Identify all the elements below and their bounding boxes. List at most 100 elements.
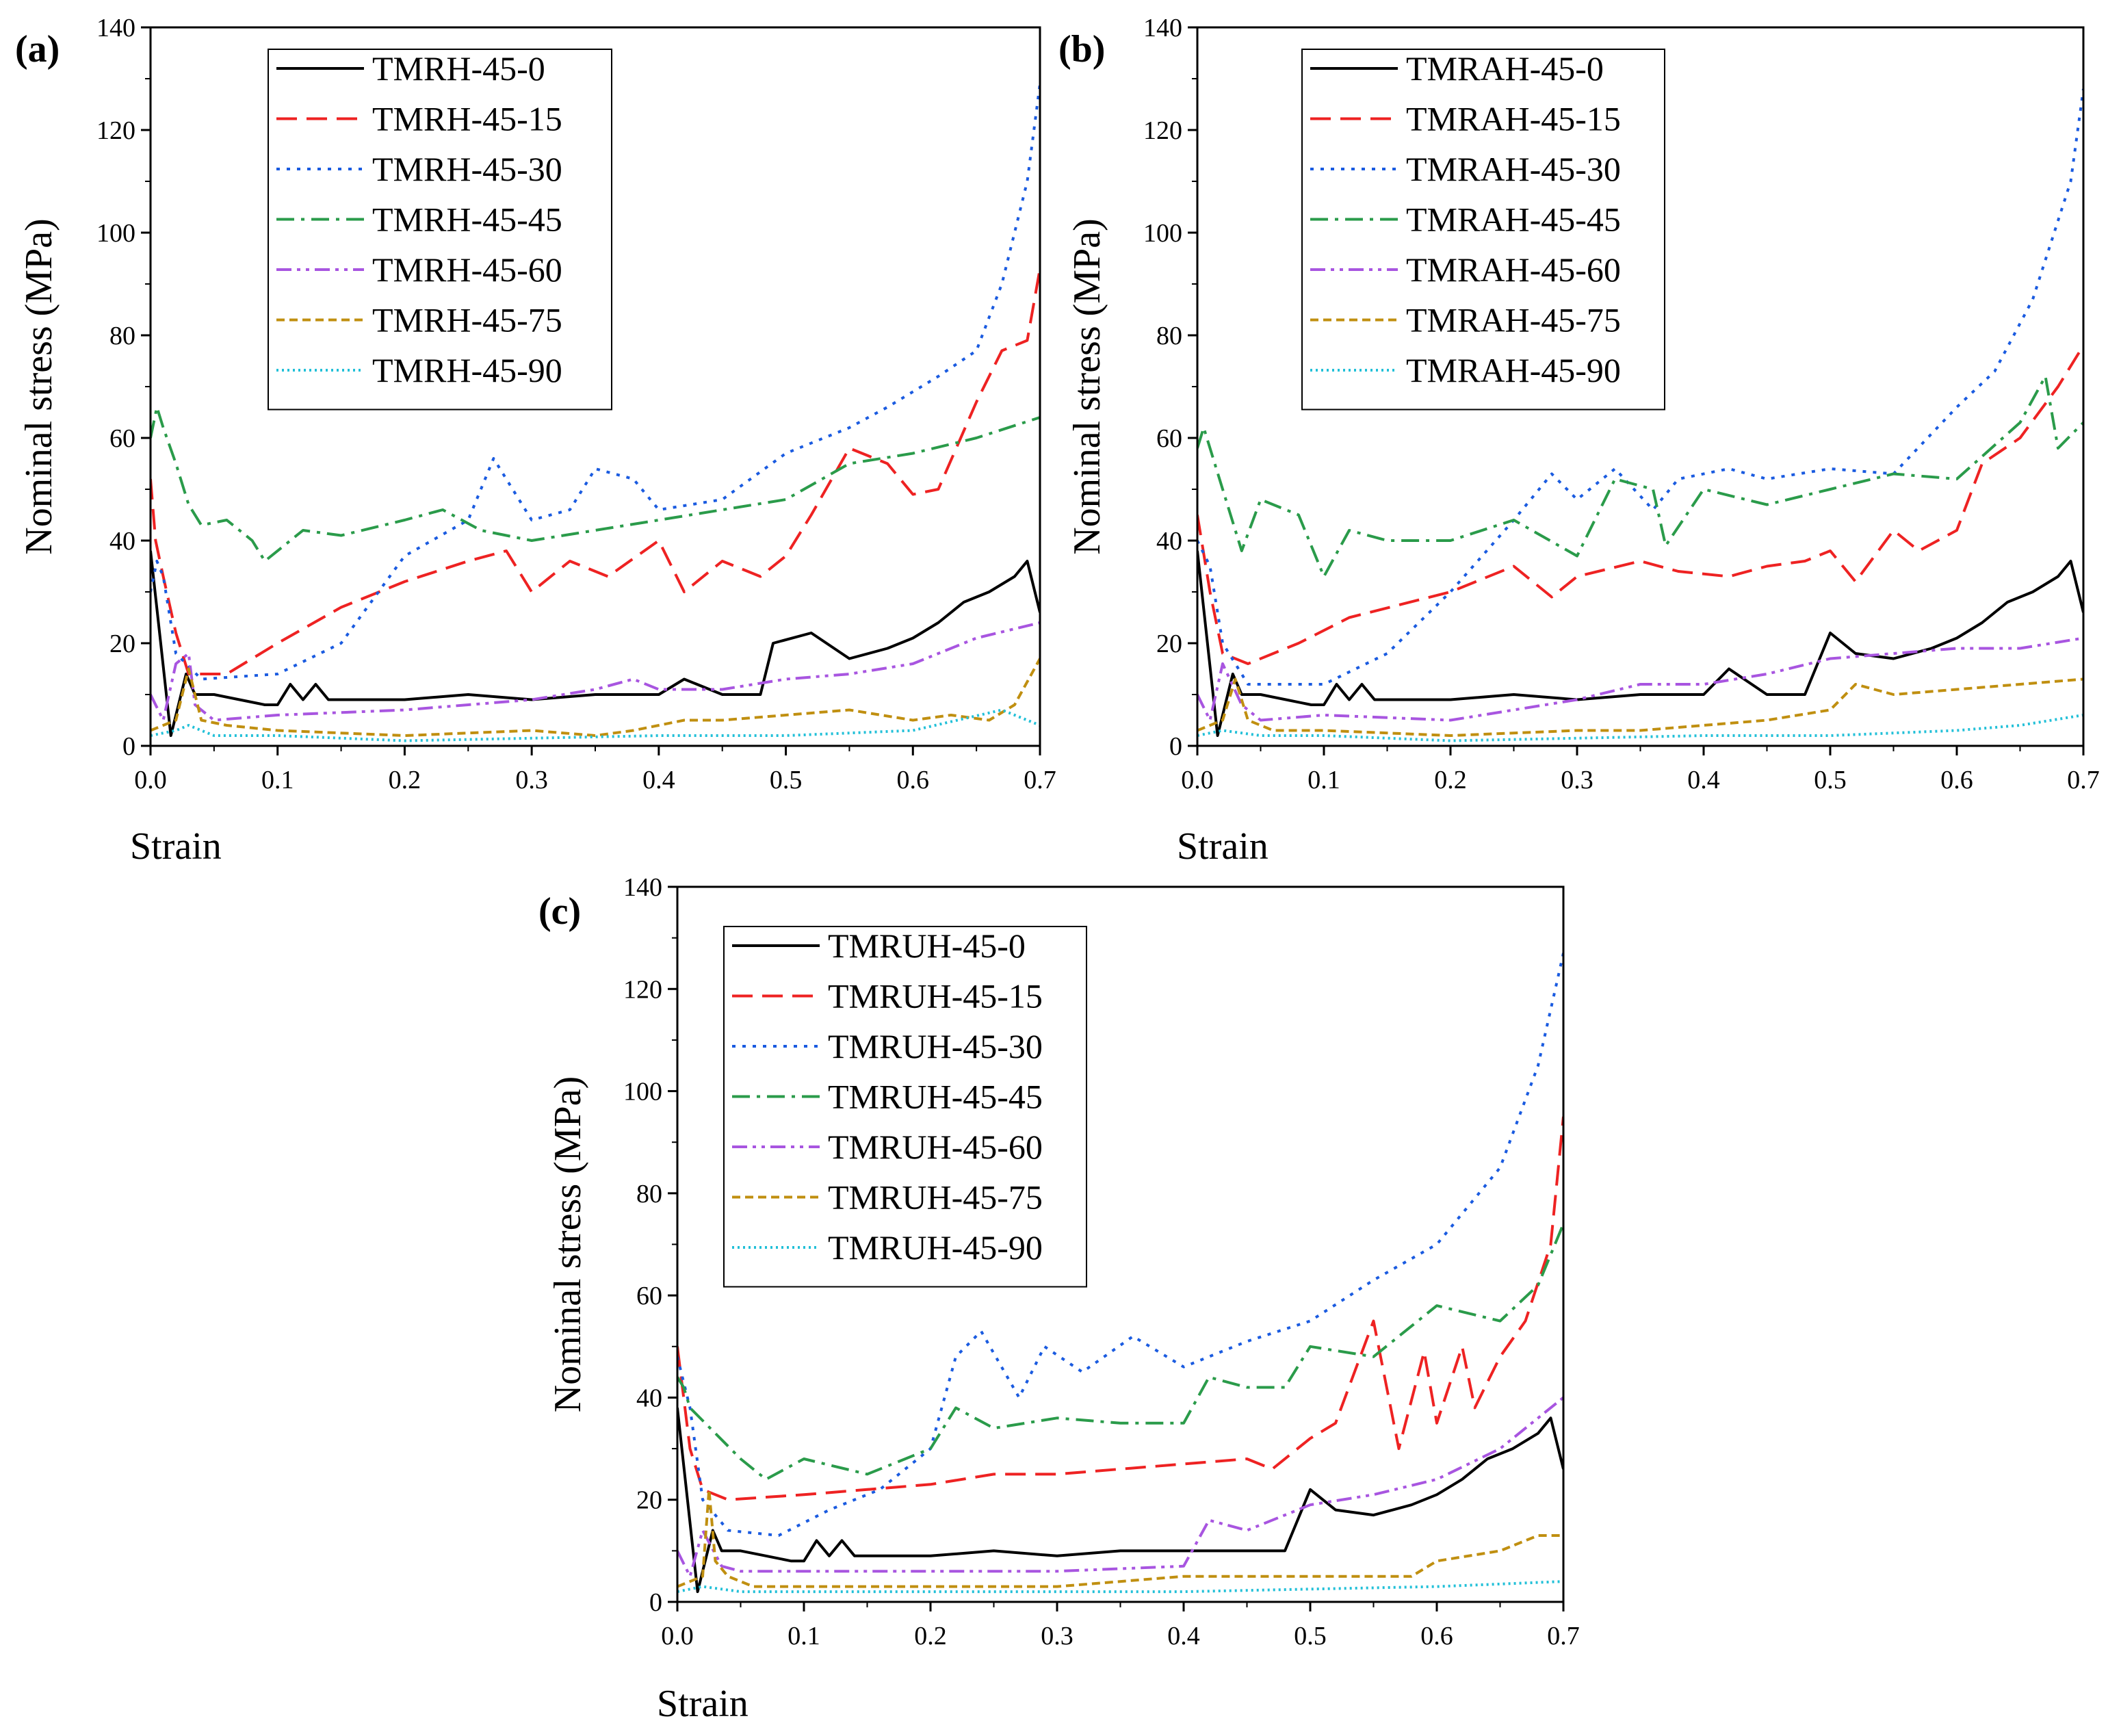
panel-a: 0.0 0.1 0.2 0.3 0.4 0.5 0.6 0.7 0 20 40 60 80 100 120 1…: [15, 14, 1056, 868]
x-tick-label: 0.2: [914, 1622, 947, 1650]
x-tick-label: 0.4: [1167, 1622, 1200, 1650]
series-line-TMRH-45-0: [151, 550, 1040, 737]
x-tick-label: 0.5: [1294, 1622, 1327, 1650]
legend-entry: TMRUH-45-30: [828, 1027, 1043, 1065]
legend-entry: TMRAH-45-90: [1406, 351, 1621, 389]
x-tick-label: 0.3: [1561, 766, 1593, 794]
x-tick-label: 0.1: [1307, 766, 1340, 794]
series-line-TMRH-45-45: [151, 406, 1040, 562]
legend-entry: TMRAH-45-0: [1406, 49, 1604, 88]
x-tick-label: 0.4: [1687, 766, 1720, 794]
series-line-TMRAH-45-45: [1197, 375, 2083, 578]
series-line-TMRUH-45-60: [677, 1396, 1563, 1578]
legend-entry: TMRAH-45-45: [1406, 200, 1621, 239]
legend-entry: TMRUH-45-0: [828, 927, 1026, 965]
x-tick-label: 0.6: [897, 766, 930, 794]
y-tick-label: 80: [109, 322, 135, 350]
x-tick-label: 0.5: [770, 766, 803, 794]
y-tick-label: 120: [1143, 116, 1182, 145]
legend-box: [723, 926, 1087, 1288]
x-axis-label: Strain: [1177, 825, 1268, 868]
y-tick-label: 100: [1143, 219, 1182, 248]
legend-entry: TMRH-45-15: [372, 100, 562, 138]
series-line-TMRAH-45-60: [1197, 636, 2083, 722]
legend-entry: TMRAH-45-15: [1406, 100, 1621, 138]
legend-entry: TMRH-45-0: [372, 49, 545, 88]
plot-area: [677, 953, 1563, 1594]
y-tick-label: 60: [636, 1282, 662, 1310]
y-axis-label: Nominal stress (MPa): [18, 218, 60, 555]
plot-area: [151, 83, 1040, 742]
legend-entry: TMRAH-45-60: [1406, 250, 1621, 289]
y-tick-label: 120: [623, 975, 662, 1004]
y-tick-label: 100: [623, 1078, 662, 1106]
series-line-TMRUH-45-30: [677, 953, 1563, 1537]
legend-entry: TMRUH-45-15: [828, 977, 1043, 1015]
y-tick-label: 0: [122, 732, 135, 761]
series-line-TMRUH-45-75: [677, 1488, 1563, 1588]
series-line-TMRAH-45-90: [1197, 714, 2083, 742]
legend: TMRAH-45-0 TMRAH-45-15 TMRAH-45-30 TMRAH-45…: [1301, 49, 1665, 411]
x-tick-label: 0.7: [1024, 766, 1056, 794]
series-line-TMRH-45-75: [151, 658, 1040, 737]
plot-area: [1197, 88, 2083, 742]
x-tick-label: 0.1: [261, 766, 294, 794]
x-tick-label: 0.2: [1434, 766, 1467, 794]
x-tick-label: 0.5: [1814, 766, 1847, 794]
panel-label: (a): [15, 28, 60, 70]
series-line-TMRAH-45-75: [1197, 677, 2083, 737]
legend-entry: TMRUH-45-90: [828, 1228, 1043, 1267]
legend-entry: TMRH-45-60: [372, 250, 562, 289]
legend-box: [1301, 49, 1665, 411]
series-line-TMRAH-45-30: [1197, 88, 2083, 686]
x-tick-label: 0.0: [661, 1622, 694, 1650]
series-line-TMRH-45-30: [151, 83, 1040, 681]
series-line-TMRH-45-15: [151, 268, 1040, 675]
y-tick-label: 60: [109, 424, 135, 453]
legend-entry: TMRH-45-75: [372, 301, 562, 339]
legend-entry: TMRH-45-90: [372, 351, 562, 389]
legend-entry: TMRUH-45-60: [828, 1128, 1043, 1166]
legend-entry: TMRAH-45-30: [1406, 150, 1621, 188]
x-tick-label: 0.3: [515, 766, 548, 794]
y-tick-label: 140: [96, 14, 135, 42]
legend-entry: TMRUH-45-45: [828, 1078, 1043, 1116]
y-tick-label: 20: [109, 630, 135, 658]
legend-box: [268, 49, 612, 411]
legend-entry: TMRH-45-45: [372, 200, 562, 239]
legend-entry: TMRUH-45-75: [828, 1178, 1043, 1217]
panel-label: (b): [1058, 28, 1105, 70]
y-tick-label: 20: [1156, 630, 1182, 658]
y-tick-label: 140: [623, 873, 662, 902]
legend: TMRH-45-0 TMRH-45-15 TMRH-45-30 TMRH-45-45 T…: [268, 49, 612, 411]
y-tick-label: 140: [1143, 14, 1182, 42]
series-line-TMRUH-45-15: [677, 1116, 1563, 1501]
x-tick-label: 0.6: [1420, 1622, 1453, 1650]
series-line-TMRH-45-60: [151, 621, 1040, 722]
y-axis-label: Nominal stress (MPa): [547, 1076, 589, 1413]
x-axis-label: Strain: [130, 825, 222, 868]
x-tick-label: 0.0: [134, 766, 167, 794]
x-tick-label: 0.7: [1547, 1622, 1580, 1650]
y-tick-label: 20: [636, 1486, 662, 1515]
series-line-TMRUH-45-0: [677, 1408, 1563, 1594]
panel-c: 0.0 0.1 0.2 0.3 0.4 0.5 0.6 0.7 0 20 40 60 80 100 120 1…: [538, 873, 1580, 1725]
y-tick-label: 80: [1156, 322, 1182, 350]
x-tick-label: 0.7: [2067, 766, 2100, 794]
y-tick-label: 100: [96, 219, 135, 248]
legend-entry: TMRAH-45-75: [1406, 301, 1621, 339]
x-tick-label: 0.4: [642, 766, 675, 794]
y-tick-label: 0: [649, 1588, 662, 1617]
y-tick-label: 40: [1156, 527, 1182, 556]
panel-label: (c): [538, 890, 581, 933]
y-tick-label: 0: [1169, 732, 1182, 761]
legend: TMRUH-45-0 TMRUH-45-15 TMRUH-45-30 TMRUH-45…: [723, 926, 1087, 1288]
y-tick-label: 40: [109, 527, 135, 556]
x-tick-label: 0.2: [389, 766, 421, 794]
x-tick-label: 0.1: [788, 1622, 820, 1650]
series-line-TMRUH-45-45: [677, 1223, 1563, 1481]
series-line-TMRAH-45-0: [1197, 550, 2083, 737]
panel-b: 0.0 0.1 0.2 0.3 0.4 0.5 0.6 0.7 0 20 40 60 80 100 120 1…: [1058, 14, 2100, 868]
x-tick-label: 0.6: [1940, 766, 1973, 794]
